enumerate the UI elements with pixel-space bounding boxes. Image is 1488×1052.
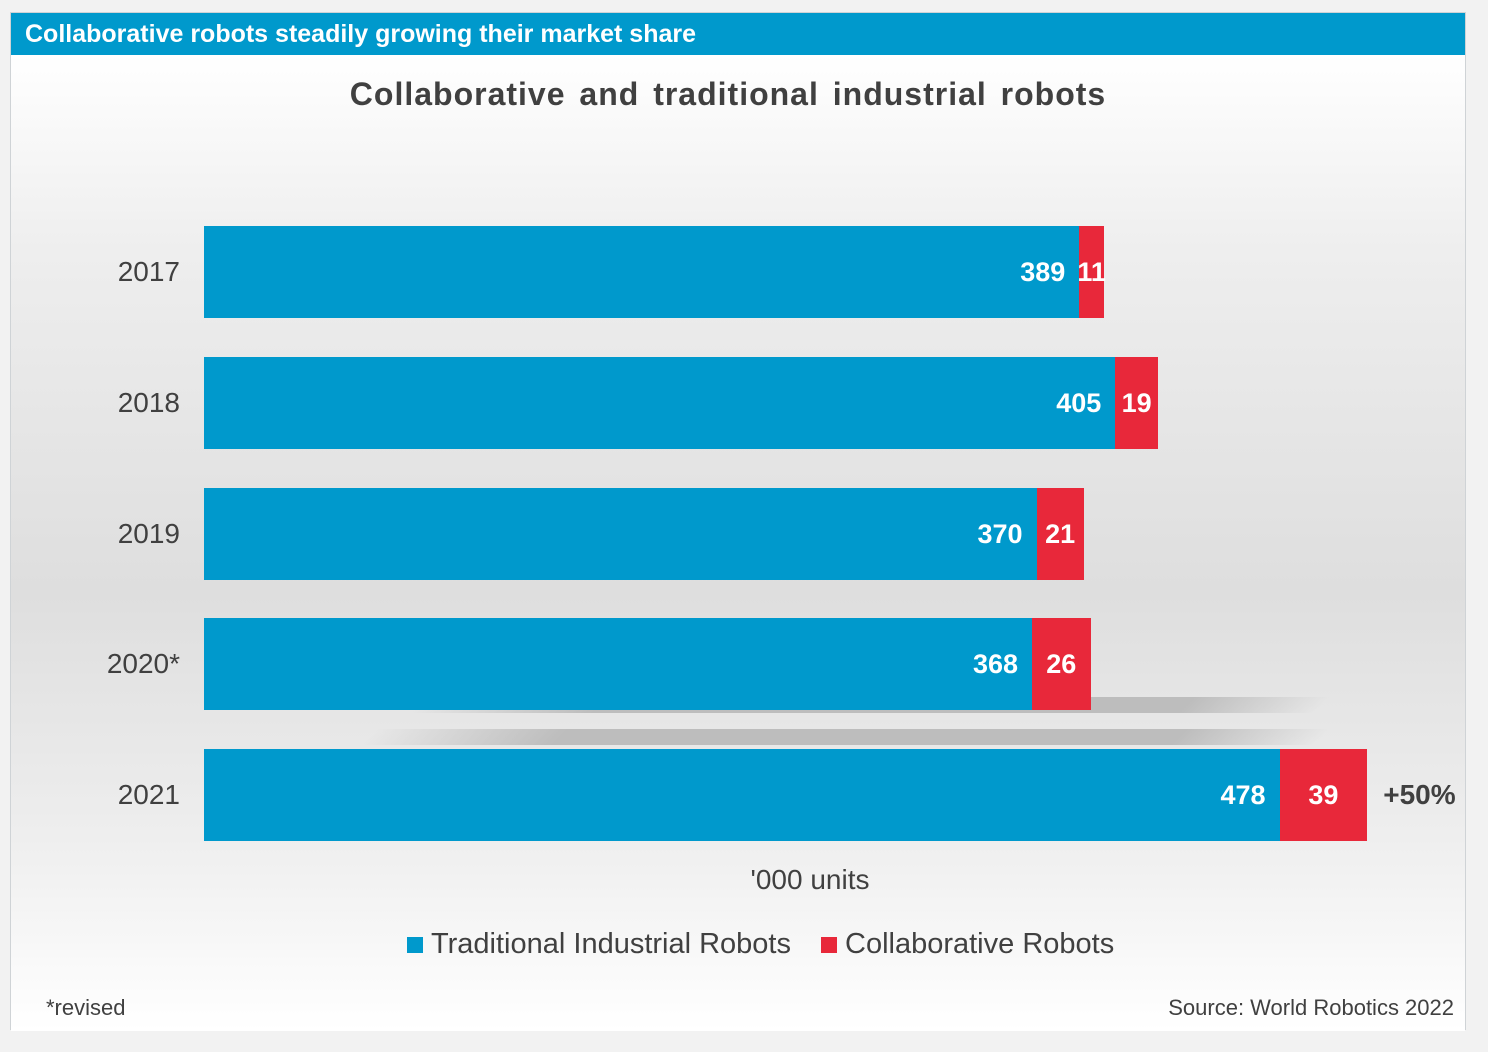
data-label-collaborative: 19 bbox=[1121, 388, 1152, 418]
bar-collaborative bbox=[1115, 357, 1158, 449]
legend-swatch-traditional bbox=[407, 936, 423, 953]
legend-label-collaborative: Collaborative Robots bbox=[845, 928, 1115, 960]
data-label-traditional: 368 bbox=[972, 649, 1018, 679]
bar-collaborative bbox=[1279, 749, 1368, 841]
bar-traditional bbox=[204, 488, 1037, 580]
legend-label-traditional: Traditional Industrial Robots bbox=[431, 928, 791, 960]
data-label-collaborative: 26 bbox=[1046, 649, 1077, 679]
bar-collaborative bbox=[1036, 488, 1084, 580]
bar-traditional bbox=[204, 749, 1280, 841]
legend-swatch-collaborative bbox=[821, 936, 837, 953]
bar-shadow bbox=[361, 729, 1331, 745]
data-label-traditional: 389 bbox=[1020, 257, 1066, 287]
y-tick-label: 2019 bbox=[117, 518, 180, 549]
y-tick-label: 2021 bbox=[117, 779, 180, 810]
legend-item-collaborative: Collaborative Robots bbox=[821, 928, 1114, 961]
data-label-collaborative: 11 bbox=[1077, 257, 1106, 287]
y-tick-label: 2017 bbox=[117, 256, 180, 287]
legend: Traditional Industrial Robots Collaborat… bbox=[407, 928, 1144, 961]
data-label-collaborative: 21 bbox=[1045, 519, 1076, 549]
bar-collaborative bbox=[1079, 226, 1104, 318]
data-label-traditional: 370 bbox=[977, 519, 1023, 549]
banner-title: Collaborative robots steadily growing th… bbox=[11, 13, 1465, 55]
legend-item-traditional: Traditional Industrial Robots bbox=[407, 928, 791, 961]
chart-title: Collaborative and traditional industrial… bbox=[349, 76, 1107, 112]
data-label-collaborative: 39 bbox=[1308, 780, 1339, 810]
y-tick-label: 2020* bbox=[106, 648, 180, 679]
bar-traditional bbox=[204, 357, 1116, 449]
bar-traditional bbox=[204, 618, 1032, 710]
bar-traditional bbox=[204, 226, 1080, 318]
y-tick-label: 2018 bbox=[117, 387, 180, 418]
growth-annotation: +50% bbox=[1383, 779, 1456, 810]
data-label-traditional: 478 bbox=[1220, 780, 1266, 810]
source-note: Source: World Robotics 2022 bbox=[1168, 995, 1454, 1020]
x-axis-label: '000 units bbox=[750, 864, 870, 895]
data-label-traditional: 405 bbox=[1056, 388, 1102, 418]
bar-collaborative bbox=[1032, 618, 1091, 710]
footnote: *revised bbox=[46, 995, 126, 1020]
